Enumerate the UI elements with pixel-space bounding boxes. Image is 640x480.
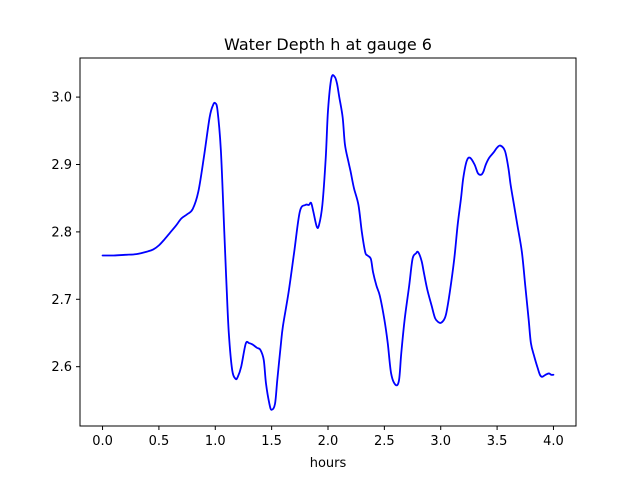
x-axis: 0.0 0.5 1.0 1.5 2.0 2.5 3.0 3.5 4.0 [92,426,564,449]
x-tick-label: 2.5 [374,434,395,449]
x-tick-label: 1.5 [261,434,282,449]
y-tick-label: 3.0 [51,91,72,106]
x-tick-label: 1.0 [205,434,226,449]
series-line-gauge-6 [101,74,555,411]
x-tick-label: 3.0 [430,434,451,449]
chart-title: Water Depth h at gauge 6 [224,35,432,54]
x-tick-label: 3.5 [487,434,508,449]
x-tick-label: 0.5 [149,434,170,449]
y-tick-label: 2.7 [51,293,72,308]
y-tick-label: 2.8 [51,225,72,240]
y-axis: 2.6 2.7 2.8 2.9 3.0 [51,91,80,375]
y-tick-label: 2.9 [51,158,72,173]
x-tick-label: 0.0 [92,434,113,449]
x-tick-label: 4.0 [543,434,564,449]
y-tick-label: 2.6 [51,360,72,375]
x-axis-label: hours [310,456,347,471]
x-tick-label: 2.0 [318,434,339,449]
